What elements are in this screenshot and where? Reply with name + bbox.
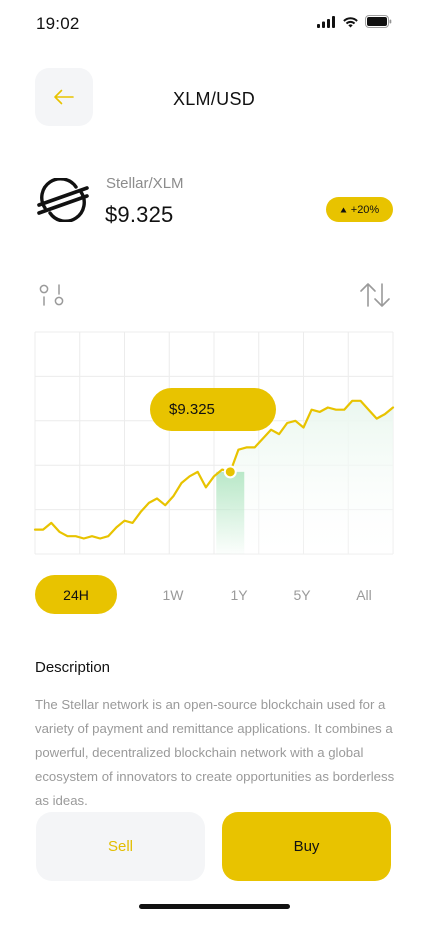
tab-5y[interactable]: 5Y bbox=[293, 586, 311, 603]
up-triangle-icon bbox=[340, 207, 347, 212]
wifi-icon bbox=[343, 16, 358, 27]
filter-settings-icon[interactable] bbox=[37, 281, 67, 311]
status-time: 19:02 bbox=[36, 14, 80, 33]
tab-24h[interactable]: 24H bbox=[35, 575, 117, 614]
stellar-logo-icon bbox=[37, 178, 89, 222]
description-text: The Stellar network is an open-source bl… bbox=[35, 697, 395, 808]
coin-price: $9.325 bbox=[105, 202, 174, 227]
description-title: Description bbox=[35, 659, 111, 676]
tab-all[interactable]: All bbox=[356, 586, 372, 603]
back-button[interactable] bbox=[35, 68, 93, 126]
time-range-tabs: 24H 1W 1Y 5Y All bbox=[35, 575, 395, 614]
price-tooltip: $9.325 bbox=[150, 388, 276, 431]
price-change-badge: +20% bbox=[326, 197, 393, 222]
page-title: XLM/USD bbox=[172, 89, 256, 109]
status-bar: 19:02 bbox=[0, 0, 428, 48]
price-tooltip-value: $9.325 bbox=[169, 401, 215, 418]
swap-arrows-icon[interactable] bbox=[359, 282, 391, 308]
arrow-left-icon bbox=[54, 89, 74, 105]
tab-1y[interactable]: 1Y bbox=[230, 586, 248, 603]
price-line bbox=[33, 399, 395, 540]
price-chart bbox=[33, 331, 395, 555]
sell-button[interactable]: Sell bbox=[36, 812, 205, 881]
home-indicator[interactable] bbox=[139, 904, 290, 909]
buy-button[interactable]: Buy bbox=[222, 812, 391, 881]
status-icons bbox=[317, 15, 392, 28]
coin-name: Stellar/XLM bbox=[106, 175, 184, 192]
price-change-value: +20% bbox=[350, 203, 380, 216]
price-highlight-bar bbox=[216, 471, 245, 554]
price-area-fill bbox=[230, 400, 393, 554]
price-point-marker bbox=[223, 465, 237, 479]
battery-icon bbox=[365, 15, 392, 28]
tab-1w[interactable]: 1W bbox=[162, 586, 184, 603]
cellular-signal-icon bbox=[317, 15, 335, 28]
price-chart-canvas bbox=[33, 331, 395, 555]
